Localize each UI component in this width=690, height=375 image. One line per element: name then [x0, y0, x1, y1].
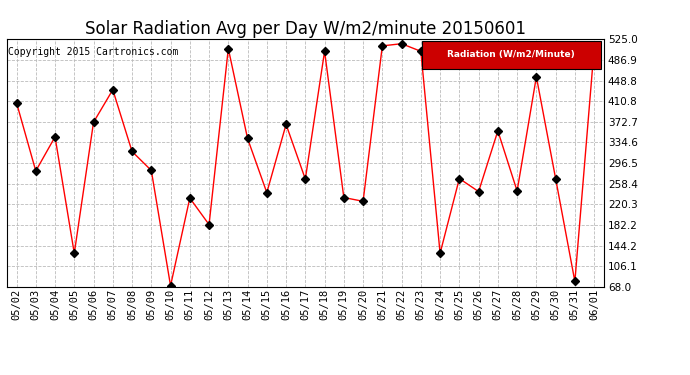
Text: Radiation (W/m2/Minute): Radiation (W/m2/Minute)	[447, 50, 575, 59]
Text: Copyright 2015 Cartronics.com: Copyright 2015 Cartronics.com	[8, 47, 179, 57]
FancyBboxPatch shape	[422, 40, 601, 69]
Title: Solar Radiation Avg per Day W/m2/minute 20150601: Solar Radiation Avg per Day W/m2/minute …	[85, 20, 526, 38]
